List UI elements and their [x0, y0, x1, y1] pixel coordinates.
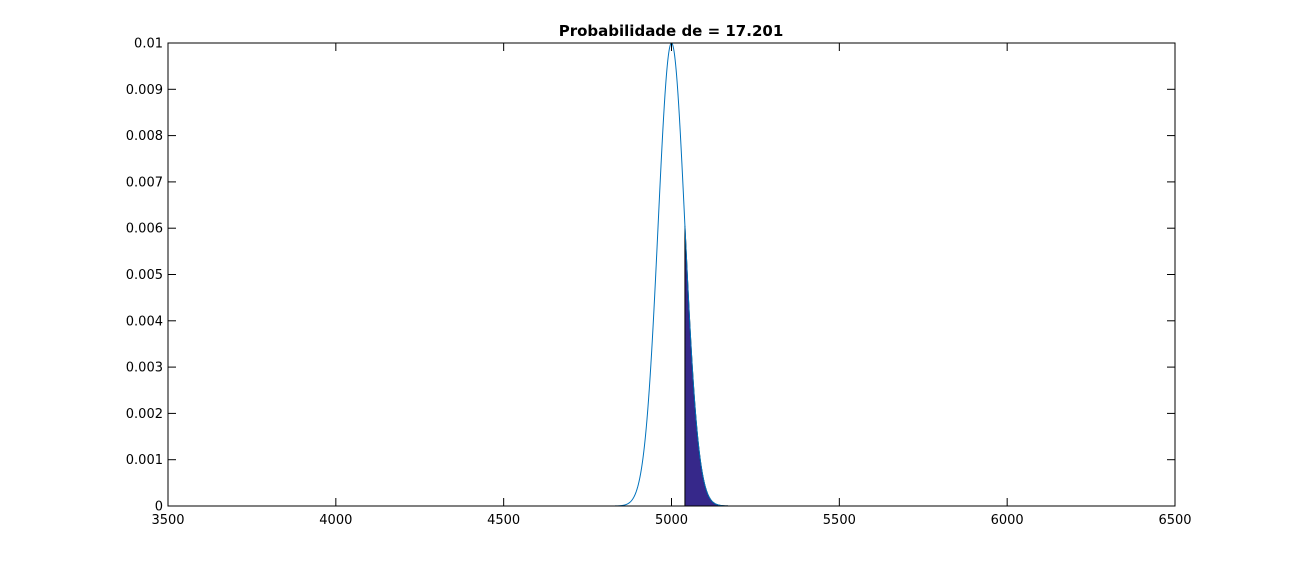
y-tick-label: 0.01: [134, 37, 163, 52]
x-axis: 3500 4000 4500 5000 5500 6000 6500: [151, 43, 1192, 528]
x-tick-label: 5000: [655, 513, 688, 528]
x-tick-label: 6000: [991, 513, 1024, 528]
x-tick-label: 5500: [823, 513, 856, 528]
y-tick-label: 0: [155, 500, 163, 515]
y-tick-label: 0.002: [126, 407, 163, 422]
y-axis: 0 0.001 0.002 0.003 0.004 0.005 0.006 0.007 0.00…: [126, 37, 1175, 515]
y-tick-label: 0.009: [126, 83, 163, 98]
x-tick-label: 4500: [487, 513, 520, 528]
y-tick-label: 0.004: [126, 314, 163, 329]
x-tick-label: 4000: [319, 513, 352, 528]
y-tick-label: 0.005: [126, 268, 163, 283]
x-tick-label: 6500: [1158, 513, 1191, 528]
x-tick-label: 3500: [151, 513, 184, 528]
y-tick-label: 0.006: [126, 222, 163, 237]
chart-title: Probabilidade de = 17.201: [559, 22, 784, 40]
plot-background: [168, 43, 1175, 506]
y-tick-label: 0.008: [126, 129, 163, 144]
y-tick-label: 0.007: [126, 175, 163, 190]
y-tick-label: 0.003: [126, 361, 163, 376]
y-tick-label: 0.001: [126, 453, 163, 468]
